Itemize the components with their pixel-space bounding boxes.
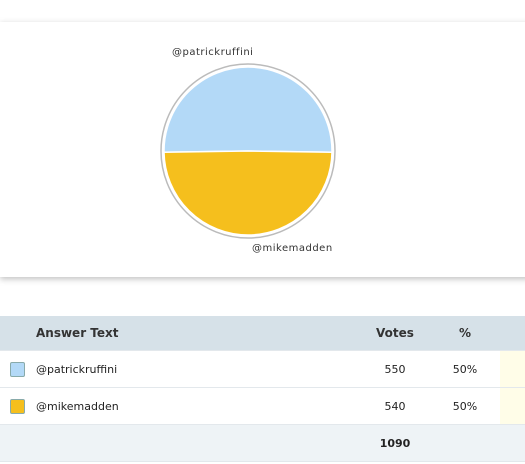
total-row: 1090 xyxy=(0,424,525,462)
blank xyxy=(430,424,500,462)
votes: 550 xyxy=(360,350,430,388)
blank xyxy=(36,424,360,462)
swatch-cell xyxy=(0,350,36,388)
chart-card: @patrickruffini @mikemadden xyxy=(0,22,525,277)
blank xyxy=(0,424,36,462)
swatch xyxy=(10,398,25,414)
slice-label: @patrickruffini xyxy=(172,47,253,58)
total-votes: 1090 xyxy=(360,424,430,462)
edge xyxy=(500,350,525,388)
answer-row: @mikemadden 540 50% xyxy=(0,387,525,425)
pie-slice xyxy=(163,150,333,236)
edge xyxy=(500,387,525,425)
votes: 540 xyxy=(360,387,430,425)
answer-row: @patrickruffini 550 50% xyxy=(0,350,525,388)
pie-slice xyxy=(163,66,333,153)
header-cell: Answer Text xyxy=(36,316,360,351)
percent: 50% xyxy=(430,350,500,388)
answer-text: @mikemadden xyxy=(36,387,360,425)
header-cell: Votes xyxy=(360,316,430,351)
slice-label: @mikemadden xyxy=(252,243,333,254)
swatch xyxy=(10,361,25,377)
chart: @patrickruffini @mikemadden xyxy=(160,47,336,254)
swatch-cell xyxy=(0,387,36,425)
header-cell: % xyxy=(430,316,500,351)
header-row: Answer Text Votes % xyxy=(0,316,525,351)
results-table: Answer Text Votes % @patrickruffini 550 50… xyxy=(0,316,525,462)
answer-text: @patrickruffini xyxy=(36,350,360,388)
percent: 50% xyxy=(430,387,500,425)
blank xyxy=(500,424,525,462)
